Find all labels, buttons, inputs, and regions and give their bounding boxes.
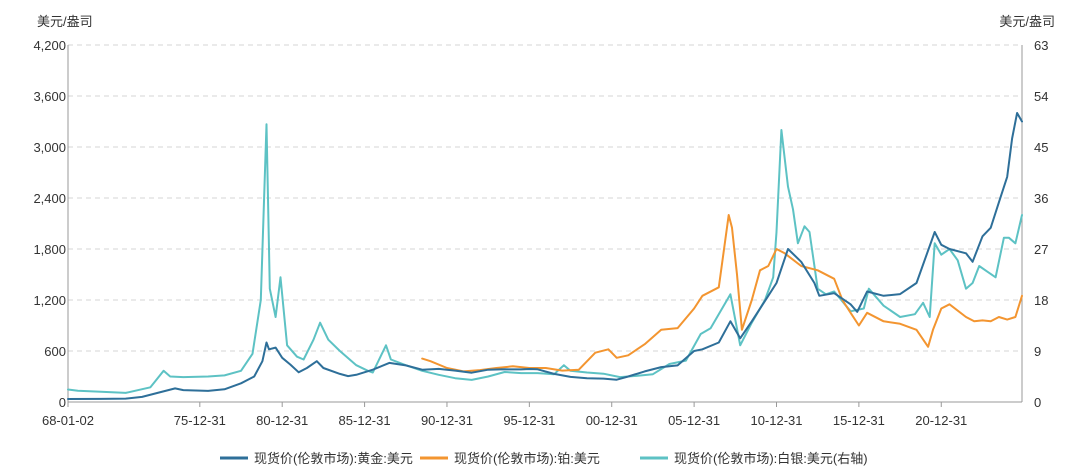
x-tick-label: 00-12-31	[586, 413, 638, 428]
y-right-axis: 0 9 18 27 36 45 54 63	[1021, 38, 1048, 410]
x-tick-label: 05-12-31	[668, 413, 720, 428]
y-left-unit-label: 美元/盎司	[37, 14, 93, 29]
y-right-tick-label: 54	[1034, 89, 1048, 104]
y-right-tick-label: 9	[1034, 344, 1041, 359]
legend-label-2: 现货价(伦敦市场):白银:美元(右轴)	[674, 451, 868, 466]
x-tick-label: 95-12-31	[503, 413, 555, 428]
y-left-tick-label: 4,200	[33, 38, 66, 53]
y-left-tick-label: 2,400	[33, 191, 66, 206]
plot-area	[67, 112, 1023, 400]
series-line-2	[67, 123, 1023, 394]
y-left-tick-label: 3,600	[33, 89, 66, 104]
y-right-tick-label: 36	[1034, 191, 1048, 206]
legend: 现货价(伦敦市场):黄金:美元 现货价(伦敦市场):铂:美元 现货价(伦敦市场):白…	[220, 451, 868, 466]
y-right-tick-label: 18	[1034, 293, 1048, 308]
y-right-unit-label: 美元/盎司	[999, 14, 1055, 29]
y-left-tick-label: 1,200	[33, 293, 66, 308]
legend-label-1: 现货价(伦敦市场):铂:美元	[454, 451, 600, 466]
x-tick-label: 20-12-31	[915, 413, 967, 428]
series-line-1	[421, 214, 1023, 373]
x-tick-label: 80-12-31	[256, 413, 308, 428]
y-right-tick-label: 27	[1034, 242, 1048, 257]
series-line-0	[67, 112, 1023, 400]
y-left-axis: 0 600 1,200 1,800 2,400 3,000 3,600 4,200	[33, 38, 69, 410]
y-right-tick-label: 0	[1034, 395, 1041, 410]
y-left-tick-label: 0	[59, 395, 66, 410]
y-left-tick-label: 1,800	[33, 242, 66, 257]
x-tick-label: 10-12-31	[750, 413, 802, 428]
x-axis: 68-01-02 75-12-31 80-12-31 85-12-31 90-12-31…	[42, 401, 1022, 428]
x-tick-label: 90-12-31	[421, 413, 473, 428]
gridlines	[68, 44, 1022, 352]
x-tick-label: 15-12-31	[833, 413, 885, 428]
y-left-tick-label: 600	[44, 344, 66, 359]
y-left-tick-label: 3,000	[33, 140, 66, 155]
y-right-tick-label: 63	[1034, 38, 1048, 53]
x-tick-label: 68-01-02	[42, 413, 94, 428]
y-right-tick-label: 45	[1034, 140, 1048, 155]
legend-label-0: 现货价(伦敦市场):黄金:美元	[254, 451, 413, 466]
x-tick-label: 75-12-31	[174, 413, 226, 428]
x-tick-label: 85-12-31	[339, 413, 391, 428]
